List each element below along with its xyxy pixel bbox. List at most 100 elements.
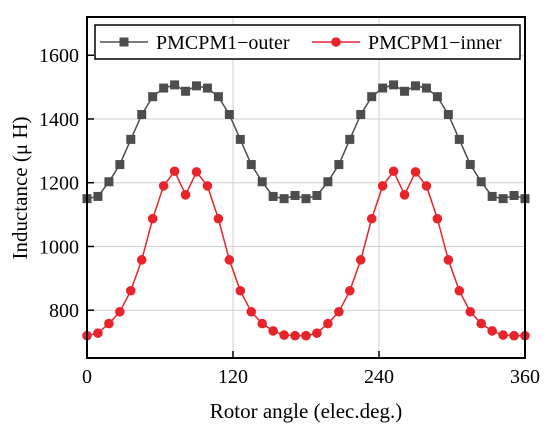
data-point: [345, 285, 355, 296]
data-point: [126, 134, 136, 144]
legend-marker-outer: [119, 37, 129, 47]
data-point: [279, 194, 289, 204]
data-point: [115, 306, 125, 317]
legend-label-inner: PMCPM1−inner: [368, 32, 502, 54]
data-point: [410, 167, 421, 177]
data-point: [432, 92, 442, 102]
data-point: [137, 110, 147, 120]
data-point: [509, 330, 519, 341]
data-point: [476, 318, 487, 329]
data-point: [345, 134, 355, 144]
data-point: [301, 194, 311, 204]
data-point: [389, 80, 399, 90]
data-point: [257, 318, 268, 329]
data-point: [180, 190, 191, 200]
data-point: [312, 190, 322, 200]
y-tick-label: 1000: [39, 236, 79, 258]
data-point: [224, 255, 235, 265]
data-point: [246, 306, 257, 317]
plot-frame: [86, 16, 526, 359]
y-tick-label: 1600: [39, 45, 79, 67]
data-point: [334, 160, 344, 170]
data-point: [147, 213, 158, 224]
data-point: [323, 318, 333, 329]
data-point: [170, 80, 180, 90]
data-point: [487, 326, 497, 336]
x-tick-label: 360: [510, 366, 540, 388]
series-0: [82, 80, 530, 204]
data-point: [498, 194, 508, 204]
data-point: [115, 160, 125, 170]
data-point: [202, 83, 212, 93]
legend-box: [94, 24, 521, 60]
data-point: [388, 166, 399, 177]
x-axis-label: Rotor angle (elec.deg.): [210, 399, 402, 423]
y-axis-label: Inductance (μ H): [8, 116, 32, 259]
data-point: [235, 134, 245, 144]
data-point: [279, 330, 289, 340]
data-point: [301, 330, 311, 341]
x-tick-label: 120: [218, 366, 248, 388]
data-point: [93, 191, 103, 201]
x-tick-label: 0: [82, 366, 92, 388]
data-point: [399, 190, 410, 200]
data-point: [158, 181, 169, 191]
data-point: [454, 134, 464, 144]
data-point: [432, 213, 443, 224]
data-point: [454, 285, 465, 296]
series-1: [82, 166, 530, 341]
data-point: [400, 86, 410, 96]
data-point: [104, 177, 114, 187]
data-point: [169, 166, 180, 177]
data-point: [443, 110, 453, 120]
data-point: [421, 83, 431, 93]
data-point: [126, 285, 136, 296]
data-point: [377, 181, 388, 191]
data-point: [213, 213, 224, 224]
data-point: [312, 328, 322, 338]
ticks: 0 120 240 360 800 1000 1200 1400 1600: [39, 45, 540, 388]
legend: PMCPM1−outer PMCPM1−inner: [94, 24, 521, 60]
data-point: [235, 285, 246, 296]
y-tick-label: 1400: [39, 109, 79, 131]
x-tick-label: 240: [364, 366, 394, 388]
data-point: [224, 110, 234, 120]
data-point: [323, 177, 333, 187]
data-point: [411, 81, 420, 91]
data-point: [356, 110, 366, 120]
data-point: [136, 255, 147, 265]
data-point: [93, 328, 103, 338]
data-point: [246, 160, 256, 170]
data-point: [192, 81, 201, 91]
data-point: [498, 330, 508, 340]
data-point: [148, 92, 158, 102]
data-point: [355, 255, 366, 265]
data-point: [104, 318, 114, 329]
data-point: [465, 306, 476, 317]
data-point: [181, 86, 191, 96]
data-point: [443, 255, 454, 265]
data-point: [202, 181, 213, 191]
grid: [87, 17, 525, 358]
legend-label-outer: PMCPM1−outer: [156, 32, 290, 54]
y-tick-label: 1200: [39, 173, 79, 195]
data-point: [257, 177, 267, 187]
data-point: [366, 213, 377, 224]
data-point: [476, 177, 486, 187]
data-point: [191, 167, 202, 177]
y-tick-label: 800: [49, 300, 79, 322]
data-point: [421, 181, 432, 191]
data-point: [213, 92, 223, 102]
data-point: [367, 92, 377, 102]
data-point: [465, 160, 475, 170]
data-point: [334, 306, 344, 317]
data-point: [509, 190, 519, 200]
legend-marker-inner: [331, 37, 341, 47]
data-point: [290, 330, 300, 341]
data-point: [268, 191, 278, 201]
data-point: [268, 326, 278, 336]
data-point: [290, 190, 300, 200]
data-point: [378, 83, 388, 93]
data-point: [159, 83, 169, 93]
